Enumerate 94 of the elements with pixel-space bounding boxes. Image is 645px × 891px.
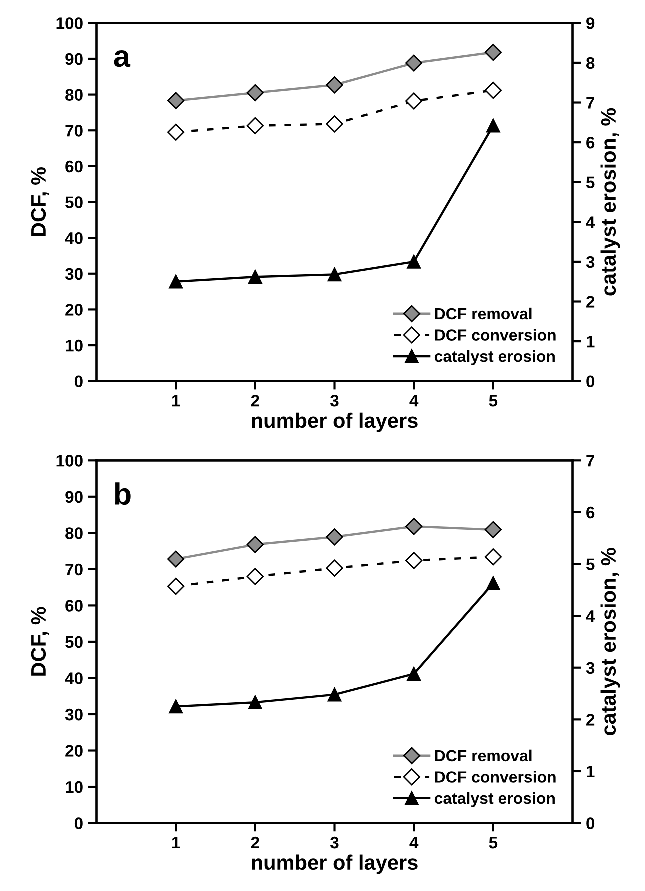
y2-tick-label: 5: [586, 558, 595, 570]
y2-tick-label: 2: [586, 296, 595, 308]
point: [326, 116, 344, 133]
legend-label: DCF removal: [435, 750, 532, 762]
point: [406, 552, 423, 570]
point: [484, 82, 502, 100]
y2-tick-label: 0: [586, 818, 595, 830]
point: [169, 274, 184, 289]
y-axis-title: DCF, %: [31, 168, 50, 236]
y-tick-label: 80: [66, 528, 83, 540]
x-tick-label: 1: [172, 395, 180, 407]
y-tick-label: 0: [74, 376, 83, 388]
legend-label: DCF conversion: [435, 771, 556, 783]
y-tick-label: 50: [66, 636, 83, 648]
y-tick-label: 20: [66, 745, 83, 757]
y-tick-label: 10: [66, 340, 83, 352]
y-axis-title: DCF, %: [31, 607, 50, 676]
x-tick-label: 5: [489, 395, 498, 407]
point: [168, 550, 185, 568]
annotation: b: [115, 482, 131, 506]
y2-tick-label: 8: [586, 57, 595, 70]
y-tick-label: 70: [66, 564, 83, 576]
y2-tick-label: 7: [586, 97, 594, 109]
y-tick-label: 60: [66, 600, 83, 612]
y2-tick-label: 3: [586, 662, 595, 674]
point: [484, 44, 502, 62]
x-axis-title: number of layers: [252, 412, 418, 432]
legend-label: catalyst erosion: [434, 350, 555, 366]
y2-tick-label: 2: [586, 714, 595, 726]
point: [326, 560, 344, 577]
x-tick-label: 5: [489, 837, 498, 849]
point: [407, 255, 422, 269]
y2-axis-title: catalyst erosion, %: [600, 108, 620, 296]
x-tick-label: 2: [251, 394, 260, 407]
point: [246, 117, 264, 135]
x-tick-label: 4: [410, 837, 419, 849]
point: [168, 92, 185, 110]
point: [168, 124, 185, 141]
y-tick-label: 50: [66, 196, 83, 208]
point: [484, 548, 502, 566]
point: [246, 536, 264, 554]
y-tick-label: 40: [65, 672, 83, 684]
point: [246, 568, 264, 586]
point: [328, 268, 342, 282]
point: [486, 118, 500, 133]
x-axis-title: number of layers: [252, 854, 418, 874]
y2-tick-label: 9: [586, 18, 595, 30]
y-tick-label: 90: [66, 491, 83, 504]
point: [326, 528, 344, 546]
y2-tick-label: 6: [586, 506, 595, 519]
y2-tick-label: 3: [586, 256, 595, 268]
point: [248, 696, 262, 710]
legend-label: catalyst erosion: [434, 792, 555, 808]
y-tick-label: 0: [74, 818, 83, 830]
annotation: a: [114, 50, 131, 68]
point: [484, 521, 502, 538]
point: [246, 84, 264, 102]
point: [328, 688, 342, 702]
y2-tick-label: 1: [587, 766, 595, 778]
y2-tick-label: 4: [586, 216, 596, 228]
point: [407, 667, 422, 682]
y-tick-label: 60: [66, 160, 83, 173]
y-tick-label: 100: [56, 455, 83, 467]
point: [248, 270, 262, 284]
x-tick-label: 4: [410, 395, 419, 407]
y-tick-label: 70: [66, 125, 83, 137]
y2-tick-label: 7: [586, 455, 594, 467]
point: [406, 518, 423, 536]
point: [406, 54, 423, 72]
y-tick-label: 20: [66, 304, 83, 316]
x-tick-label: 1: [172, 837, 180, 849]
legend-label: DCF removal: [435, 308, 532, 320]
point: [168, 578, 185, 596]
y2-tick-label: 6: [586, 136, 595, 149]
point: [169, 700, 184, 714]
y-tick-label: 30: [65, 268, 83, 280]
y-tick-label: 90: [66, 53, 83, 66]
y2-tick-label: 4: [586, 610, 596, 622]
y-tick-label: 100: [56, 18, 83, 30]
legend-label: DCF conversion: [435, 329, 556, 341]
y2-axis-title: catalyst erosion, %: [600, 548, 620, 736]
y-tick-label: 40: [65, 232, 83, 244]
y2-tick-label: 5: [586, 176, 595, 189]
y-tick-label: 10: [66, 781, 83, 794]
point: [406, 92, 423, 110]
y-tick-label: 30: [65, 708, 83, 721]
x-tick-label: 2: [251, 836, 260, 849]
y-tick-label: 80: [66, 89, 83, 102]
x-tick-label: 3: [330, 394, 339, 407]
x-tick-label: 3: [330, 836, 339, 849]
point: [486, 576, 500, 590]
y2-tick-label: 0: [586, 376, 595, 388]
y2-tick-label: 1: [587, 336, 595, 348]
point: [326, 76, 344, 94]
